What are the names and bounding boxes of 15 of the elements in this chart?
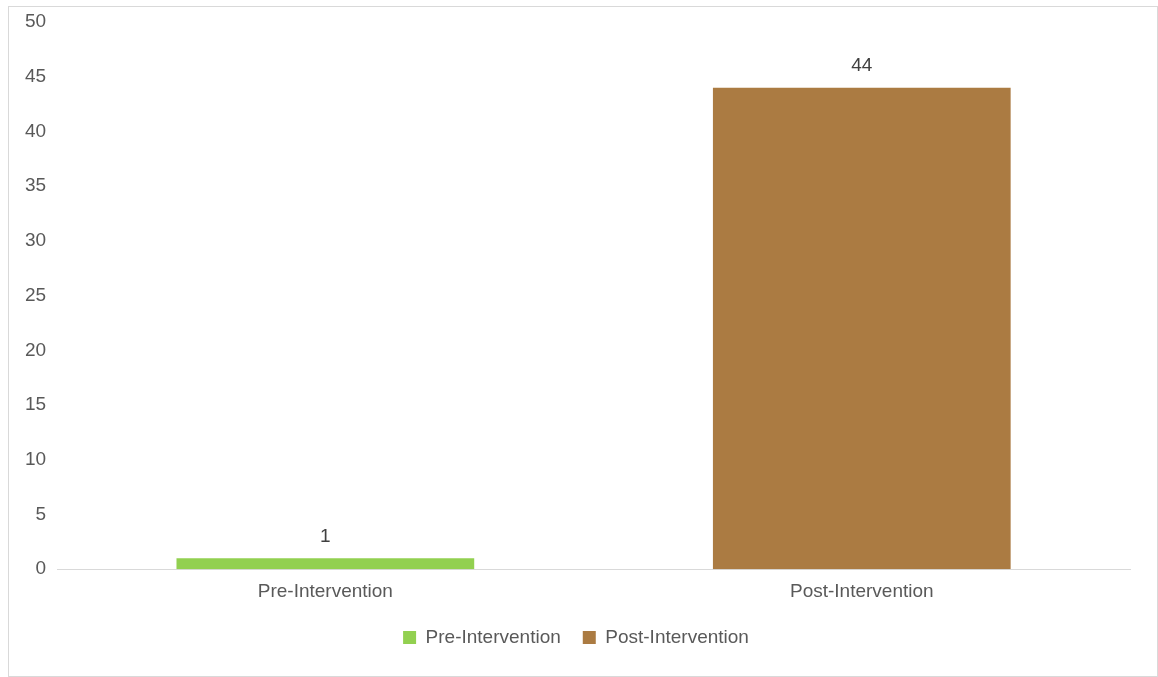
data-label: 1 — [320, 524, 331, 546]
legend-label: Post-Intervention — [605, 625, 749, 647]
data-label: 44 — [851, 54, 873, 76]
y-tick-label: 40 — [24, 119, 47, 141]
y-tick-label: 5 — [35, 502, 47, 524]
y-tick-label: 30 — [24, 229, 47, 251]
legend-label: Pre-Intervention — [425, 625, 561, 647]
y-tick-label: 10 — [24, 447, 47, 469]
y-tick-label: 45 — [24, 64, 47, 86]
y-tick-label: 20 — [24, 338, 47, 360]
y-tick-label: 15 — [24, 393, 47, 415]
y-tick-label: 25 — [24, 283, 47, 305]
y-tick-label: 50 — [24, 10, 47, 32]
y-tick-label: 0 — [35, 557, 47, 579]
y-tick-label: 35 — [24, 174, 47, 196]
